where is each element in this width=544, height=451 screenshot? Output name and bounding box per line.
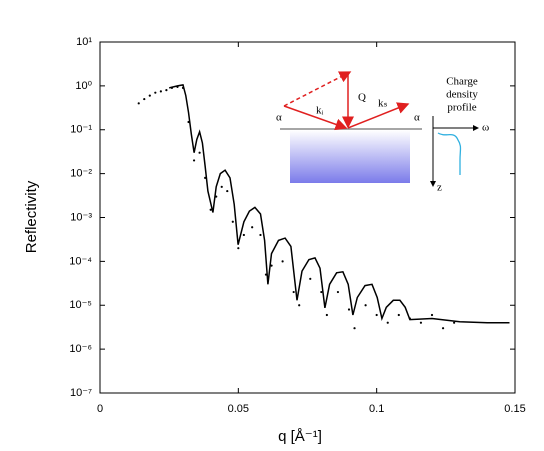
data-point xyxy=(336,290,340,294)
fit-line xyxy=(169,84,510,324)
substrate xyxy=(290,130,410,183)
y-tick-label: 10⁻⁴ xyxy=(69,255,92,267)
inset-label: Charge xyxy=(446,76,478,88)
data-point xyxy=(441,327,445,330)
x-tick-label: 0.15 xyxy=(504,403,525,415)
data-point xyxy=(181,86,185,89)
data-point xyxy=(176,85,179,88)
data-point xyxy=(251,226,254,229)
data-point xyxy=(364,304,367,307)
data-point xyxy=(309,277,312,280)
data-point xyxy=(430,313,434,317)
incident-beam xyxy=(283,105,348,131)
data-point xyxy=(270,264,273,267)
data-point xyxy=(215,195,218,198)
data-point xyxy=(148,94,151,97)
data-point xyxy=(453,321,456,324)
data-point xyxy=(198,151,201,154)
inset-label: Q xyxy=(358,92,366,104)
y-tick-label: 10⁻⁶ xyxy=(69,343,92,355)
data-point xyxy=(165,89,168,92)
inset-label: profile xyxy=(447,102,476,114)
data-point xyxy=(320,290,323,294)
y-tick-label: 10⁻³ xyxy=(70,211,92,223)
data-point xyxy=(226,189,229,193)
data-point xyxy=(259,233,262,237)
data-point xyxy=(264,273,268,276)
inset: Q kᵢ kₛ α α Charge density profile ω z xyxy=(276,71,489,194)
inset-label: α xyxy=(276,112,282,124)
data-point xyxy=(353,327,356,330)
data-point xyxy=(347,308,351,311)
data-point xyxy=(325,313,328,317)
dashed-beam xyxy=(283,71,352,107)
data-point xyxy=(187,120,190,124)
data-point xyxy=(375,313,378,317)
data-point xyxy=(281,260,284,263)
data-point xyxy=(242,233,245,237)
inset-label: z xyxy=(437,182,442,194)
y-tick-label: 10⁻¹ xyxy=(70,124,92,136)
x-tick-label: 0.1 xyxy=(369,403,384,415)
data-point xyxy=(298,304,301,307)
x-axis-label: q [Å⁻¹] xyxy=(278,428,322,445)
data-point xyxy=(231,220,234,223)
data-point xyxy=(154,91,157,94)
x-tick-label: 0 xyxy=(97,403,103,415)
y-tick-label: 10⁻⁵ xyxy=(69,299,92,311)
data-point xyxy=(143,97,146,101)
inset-label: α xyxy=(414,112,420,124)
data-point xyxy=(137,102,140,105)
y-tick-label: 10⁰ xyxy=(75,80,92,92)
y-axis-label: Reflectivity xyxy=(23,180,40,253)
data-point xyxy=(192,159,196,162)
inset-label: kₛ xyxy=(378,98,388,110)
data-point xyxy=(386,321,389,324)
inset-label: ω xyxy=(482,122,489,134)
inset-label: kᵢ xyxy=(316,105,324,117)
data-point xyxy=(159,90,162,93)
scattered-beam xyxy=(347,102,410,129)
data-point xyxy=(292,290,295,294)
inset-label: density xyxy=(446,89,478,101)
data-point xyxy=(408,317,411,320)
y-tick-label: 10⁻⁷ xyxy=(70,387,92,399)
data-point xyxy=(397,313,400,317)
data-point xyxy=(209,208,212,211)
x-tick-label: 0.05 xyxy=(228,403,249,415)
data-point xyxy=(204,176,207,179)
density-profile xyxy=(437,132,462,175)
y-tick-label: 10⁻² xyxy=(70,168,92,180)
data-point xyxy=(220,185,223,188)
y-tick-label: 10¹ xyxy=(76,36,92,48)
data-point xyxy=(419,321,423,324)
data-point xyxy=(237,247,240,250)
data-point xyxy=(170,86,174,89)
